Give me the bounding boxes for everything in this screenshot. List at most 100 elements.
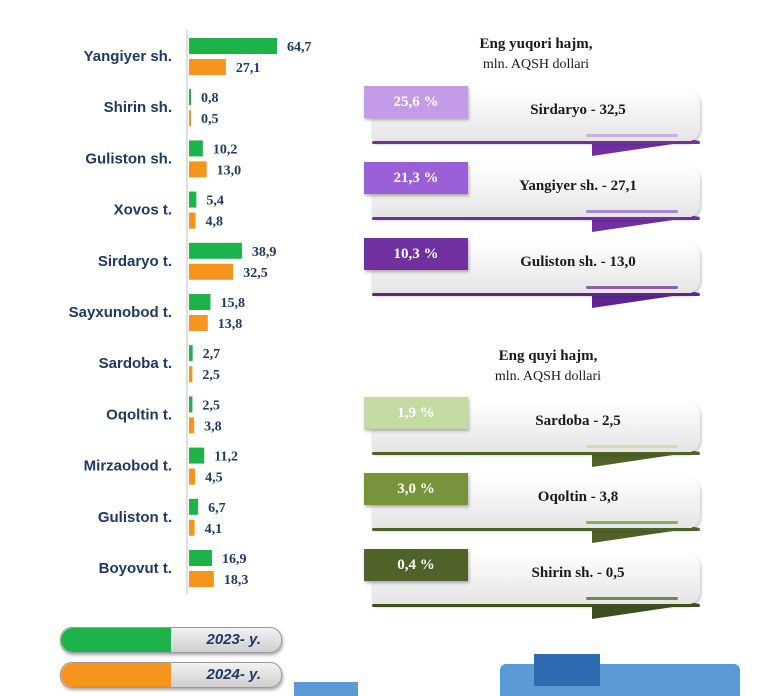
card-underline: [372, 528, 700, 531]
bar-2024: [189, 315, 208, 331]
category-label: Sayxunobod t.: [69, 304, 172, 321]
bar-2023: [189, 396, 193, 413]
category-label: Sardoba t.: [99, 355, 172, 372]
bar-2024: [189, 59, 226, 75]
percent-badge: 1,9 %: [364, 397, 468, 429]
category-label: Sirdaryo t.: [98, 253, 172, 270]
bar-2024: [189, 161, 207, 178]
bar-2023: [189, 550, 212, 566]
data-label-2023: 5,4: [206, 194, 224, 209]
category-label: Yangiyer sh.: [84, 48, 172, 65]
data-label-2024: 4,5: [205, 471, 223, 486]
percent-badge: 25,6 %: [364, 86, 468, 118]
category-label: Shirin sh.: [104, 99, 172, 116]
legend-2023-label: 2023- y.: [206, 631, 262, 648]
category-label: Mirzaobod t.: [84, 458, 172, 475]
data-label-2024: 32,5: [243, 266, 268, 281]
card-tail: [592, 603, 700, 619]
card-highlight: [586, 286, 678, 289]
percent-badge: 0,4 %: [364, 549, 468, 581]
card-tail: [592, 292, 700, 308]
data-label-2023: 38,9: [252, 245, 277, 260]
bottom-panel-card: 0,4 % Shirin sh. - 0,5: [364, 549, 702, 619]
data-label-2023: 2,7: [203, 347, 221, 362]
data-label-2023: 2,5: [202, 398, 220, 413]
card-underline: [372, 217, 700, 220]
bar-2024: [189, 571, 214, 587]
data-label-2023: 16,9: [222, 552, 247, 567]
bottom-panel-card: 3,0 % Oqoltin - 3,8: [364, 473, 702, 543]
bar-2024: [189, 366, 193, 383]
data-label-2024: 2,5: [202, 368, 220, 383]
data-label-2023: 0,8: [201, 91, 219, 106]
card-underline: [372, 604, 700, 607]
card-text: Guliston sh. - 13,0: [520, 254, 636, 270]
bar-2023: [189, 140, 203, 157]
category-label: Guliston t.: [98, 509, 172, 526]
top-panel-subtitle: mln. AQSH dollari: [482, 57, 590, 72]
percent-badge: 21,3 %: [364, 162, 468, 194]
card-underline: [372, 141, 700, 144]
top-panel-header: Eng yuqori hajm, mln. AQSH dollari: [386, 36, 686, 73]
legend-2023: 2023- y.: [60, 627, 282, 653]
legend-2024-swatch: [61, 663, 171, 687]
category-label: Oqoltin t.: [106, 406, 172, 423]
bar-2023: [189, 447, 205, 464]
percent-badge: 10,3 %: [364, 238, 468, 270]
card-tail: [592, 140, 700, 156]
decorative-block-dark: [534, 654, 600, 686]
data-label-2024: 27,1: [236, 61, 261, 76]
legend-2024: 2024- y.: [60, 662, 282, 688]
bar-2024: [189, 519, 195, 536]
bar-2023: [189, 89, 191, 106]
bar-2024: [189, 263, 234, 280]
top-panel-card: 25,6 % Sirdaryo - 32,5: [364, 86, 702, 156]
bar-2023: [189, 345, 193, 362]
card-text: Sardoba - 2,5: [535, 413, 621, 429]
bar-2023: [189, 242, 242, 259]
data-label-2024: 4,8: [206, 215, 224, 230]
card-highlight: [586, 597, 678, 600]
category-label: Guliston sh.: [85, 150, 172, 167]
card-highlight: [586, 210, 678, 213]
card-tail: [592, 527, 700, 543]
bar-2023: [189, 498, 199, 515]
bar-2023: [189, 294, 211, 310]
bar-2024: [189, 212, 196, 229]
bar-2024: [189, 468, 196, 485]
card-text: Oqoltin - 3,8: [537, 489, 619, 505]
data-label-2023: 64,7: [287, 40, 312, 55]
bottom-panel-title: Eng quyi hajm,: [498, 348, 598, 364]
top-panel-card: 21,3 % Yangiyer sh. - 27,1: [364, 162, 702, 232]
data-label-2024: 13,0: [217, 163, 242, 178]
card-text: Sirdaryo - 32,5: [530, 102, 626, 118]
data-label-2024: 13,8: [218, 317, 243, 332]
data-label-2023: 11,2: [214, 450, 238, 465]
data-label-2024: 4,1: [205, 522, 223, 537]
card-highlight: [586, 521, 678, 524]
card-highlight: [586, 445, 678, 448]
legend-2023-swatch: [61, 628, 171, 652]
card-tail: [592, 216, 700, 232]
category-label: Boyovut t.: [99, 560, 172, 577]
legend-2024-label: 2024- y.: [206, 666, 262, 683]
top-panel-title: Eng yuqori hajm,: [479, 36, 593, 52]
bottom-panel-card: 1,9 % Sardoba - 2,5: [364, 397, 702, 467]
bar-2023: [189, 191, 197, 208]
card-tail: [592, 451, 700, 467]
card-underline: [372, 452, 700, 455]
bottom-panel-header: Eng quyi hajm, mln. AQSH dollari: [398, 348, 698, 385]
bottom-panel-subtitle: mln. AQSH dollari: [494, 369, 602, 384]
decorative-block-small: [294, 682, 358, 696]
card-underline: [372, 293, 700, 296]
card-text: Yangiyer sh. - 27,1: [519, 178, 637, 194]
bar-2024: [189, 110, 191, 127]
data-label-2024: 18,3: [224, 573, 249, 588]
card-highlight: [586, 134, 678, 137]
data-label-2024: 3,8: [204, 419, 222, 434]
data-label-2024: 0,5: [201, 112, 219, 127]
data-label-2023: 6,7: [208, 501, 226, 516]
category-label: Xovos t.: [114, 202, 172, 219]
percent-badge: 3,0 %: [364, 473, 468, 505]
